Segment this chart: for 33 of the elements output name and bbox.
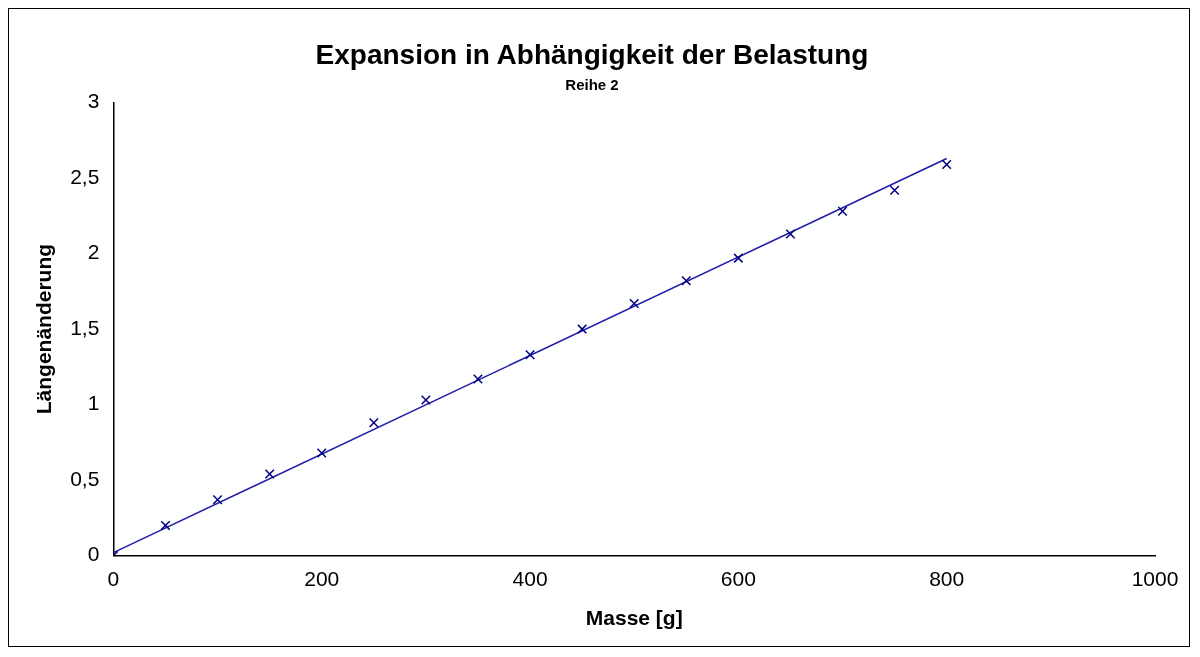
y-tick-label: 0,5 xyxy=(70,466,100,490)
y-tick-label: 0 xyxy=(87,542,100,566)
x-tick-label: 0 xyxy=(107,567,120,590)
point xyxy=(212,494,223,505)
y-tick-label: 1 xyxy=(87,391,100,415)
point xyxy=(316,447,327,458)
x-axis-title: Masse [g] xyxy=(585,606,683,630)
x-tick-label: 400 xyxy=(512,567,548,590)
y-axis-title: Längenänderung xyxy=(32,243,56,415)
point xyxy=(837,206,848,217)
point xyxy=(577,324,588,335)
point xyxy=(681,275,692,286)
point xyxy=(420,395,431,406)
chart-title: Expansion in Abhängigkeit der Belastung xyxy=(315,38,869,70)
chart-subtitle: Reihe 2 xyxy=(565,75,619,93)
x-tick-label: 1000 xyxy=(1131,567,1179,590)
x-tick-label: 800 xyxy=(929,567,965,590)
point xyxy=(368,417,379,428)
y-tick-label: 3 xyxy=(87,89,100,113)
x-tick-label: 200 xyxy=(304,567,340,590)
y-tick-label: 1,5 xyxy=(70,315,100,339)
point xyxy=(264,469,275,480)
point xyxy=(733,253,744,264)
point xyxy=(629,298,640,309)
y-tick-label: 2,5 xyxy=(70,164,100,188)
point xyxy=(525,349,536,360)
point xyxy=(160,520,171,531)
point xyxy=(472,373,483,384)
point xyxy=(941,159,952,170)
point xyxy=(785,228,796,239)
y-tick-label: 2 xyxy=(87,240,100,264)
point xyxy=(889,185,900,196)
x-tick-label: 600 xyxy=(720,567,756,590)
